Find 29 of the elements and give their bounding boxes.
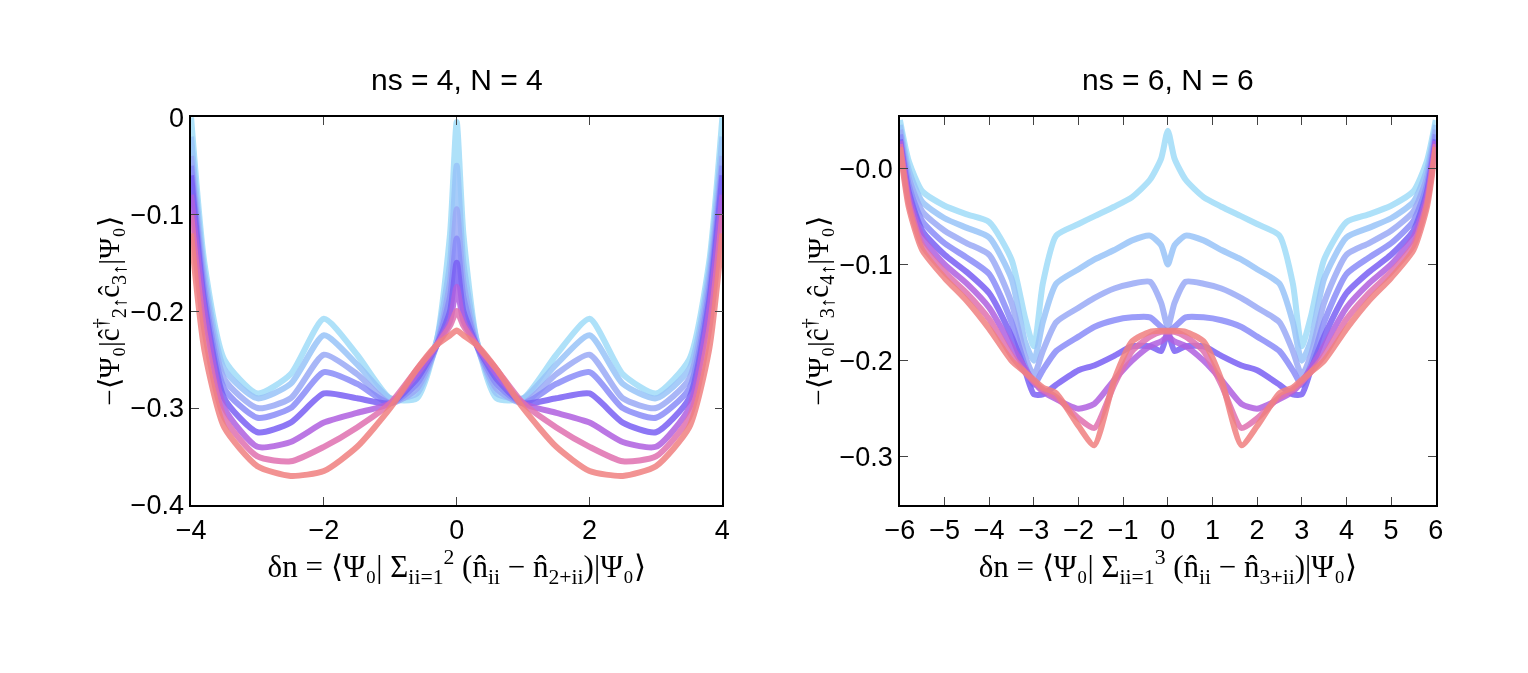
y-tick-label: 0 [168,102,184,133]
x-axis-title: δn = ⟨Ψ₀| Σ$_{ii=1}$$^{2}$ (n̂$_{ii}$ − n̂$_{2+ii}$)|Ψ₀⟩ [267,545,646,589]
x-tick-label: 5 [1383,515,1399,546]
y-tick-label: −0.0 [839,153,893,184]
x-tick-label: −6 [884,515,916,546]
y-tick-label: −0.3 [839,442,893,473]
x-tick-label: 0 [449,515,465,546]
x-tick-label: 3 [1294,515,1310,546]
x-tick-label: 2 [582,515,598,546]
x-axis-title: δn = ⟨Ψ₀| Σ$_{ii=1}$$^{3}$ (n̂$_{ii}$ − n̂$_{3+ii}$)|Ψ₀⟩ [978,545,1357,589]
x-tick-label: 4 [714,515,730,546]
x-tick-label: −4 [973,515,1005,546]
y-tick-label: −0.1 [130,199,184,230]
x-tick-label: 0 [1160,515,1176,546]
x-tick-label: −2 [308,515,340,546]
y-tick-label: −0.2 [130,296,184,327]
y-tick-label: −0.2 [839,346,893,377]
x-tick-label: −2 [1063,515,1094,546]
x-tick-label: −5 [929,515,960,546]
y-tick-label: −0.3 [130,393,184,424]
x-tick-label: 4 [1338,515,1354,546]
x-tick-label: 2 [1249,515,1265,546]
y-tick-label: −0.1 [839,249,893,280]
x-tick-label: −3 [1018,515,1050,546]
chart-title: ns = 4, N = 4 [371,63,543,96]
x-tick-label: 1 [1204,515,1220,546]
chart-title: ns = 6, N = 6 [1082,63,1254,96]
x-tick-label: 6 [1428,515,1444,546]
x-tick-label: −1 [1107,515,1139,546]
